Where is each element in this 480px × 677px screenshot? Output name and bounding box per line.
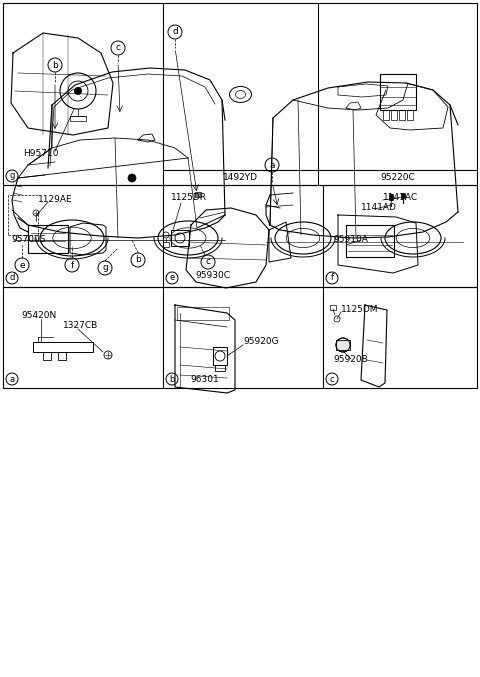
Bar xyxy=(401,193,405,198)
Bar xyxy=(215,365,225,371)
Text: 1327CB: 1327CB xyxy=(63,320,98,330)
Bar xyxy=(33,342,93,352)
Text: 1141AC: 1141AC xyxy=(383,192,418,202)
Text: f: f xyxy=(71,261,73,269)
Bar xyxy=(171,230,189,246)
Circle shape xyxy=(128,174,136,182)
Bar xyxy=(383,110,388,120)
Text: c: c xyxy=(116,43,120,53)
Bar xyxy=(398,110,405,120)
Text: H95710: H95710 xyxy=(23,148,59,158)
Text: a: a xyxy=(269,160,275,169)
Text: d: d xyxy=(9,274,15,282)
Text: b: b xyxy=(52,60,58,70)
Text: 95930C: 95930C xyxy=(195,271,230,280)
Text: b: b xyxy=(169,374,175,383)
Text: b: b xyxy=(135,255,141,265)
Text: 1125DR: 1125DR xyxy=(171,192,207,202)
Bar xyxy=(195,192,201,197)
Text: f: f xyxy=(331,274,334,282)
Text: 95700S: 95700S xyxy=(11,236,46,244)
Text: 95920B: 95920B xyxy=(333,355,368,364)
Bar xyxy=(213,347,227,365)
Bar xyxy=(58,352,66,360)
Text: e: e xyxy=(19,261,25,269)
Text: 1125DM: 1125DM xyxy=(341,305,379,313)
Circle shape xyxy=(74,87,82,95)
Bar xyxy=(380,74,416,110)
Bar xyxy=(3,287,477,388)
Text: g: g xyxy=(9,171,15,181)
Bar xyxy=(407,110,412,120)
Text: 96301: 96301 xyxy=(191,374,219,383)
Text: 1141AD: 1141AD xyxy=(361,202,397,211)
Bar xyxy=(70,116,86,121)
Text: 1129AE: 1129AE xyxy=(38,194,72,204)
Text: d: d xyxy=(172,28,178,37)
Text: 95220C: 95220C xyxy=(380,173,415,183)
Text: 95420N: 95420N xyxy=(21,311,56,320)
Bar xyxy=(28,225,68,253)
Text: c: c xyxy=(330,374,334,383)
Text: c: c xyxy=(205,257,211,267)
Text: 1492YD: 1492YD xyxy=(223,173,258,183)
Text: a: a xyxy=(10,374,14,383)
Bar xyxy=(177,307,229,320)
Text: 95910A: 95910A xyxy=(333,236,368,244)
Bar xyxy=(336,340,350,350)
Bar xyxy=(391,110,396,120)
Bar xyxy=(389,194,393,200)
Bar xyxy=(43,352,51,360)
Text: e: e xyxy=(169,274,175,282)
Text: g: g xyxy=(102,263,108,273)
Bar xyxy=(3,185,477,287)
Bar xyxy=(330,305,336,310)
Bar xyxy=(346,225,394,257)
Text: 95920G: 95920G xyxy=(243,338,278,347)
Bar xyxy=(3,3,477,185)
Bar xyxy=(163,242,169,247)
